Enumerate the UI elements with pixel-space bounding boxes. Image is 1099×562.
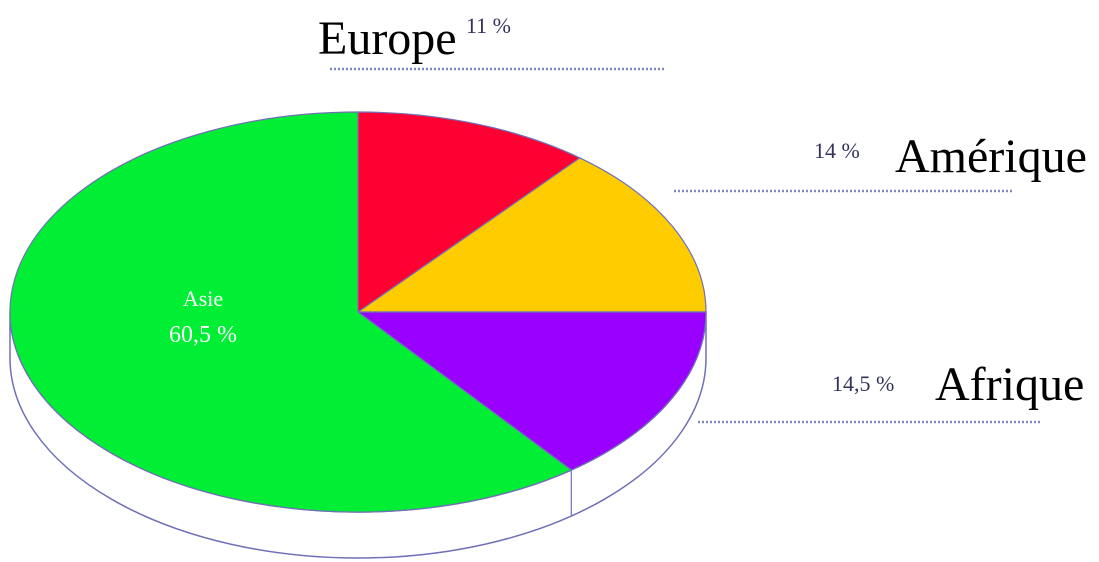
slice-label-amerique-name: Amérique: [895, 130, 1087, 183]
slice-label-asie-name: Asie: [183, 286, 223, 311]
pie-slices: [9, 111, 707, 513]
slice-label-europe-pct: 11 %: [466, 13, 511, 38]
pie-slice-europe: [357, 111, 582, 314]
pie-slice-amerique: [356, 157, 707, 313]
slice-label-amerique-pct: 14 %: [814, 138, 860, 163]
slice-label-europe-name: Europe: [318, 12, 457, 65]
pie-slice-asie: [9, 111, 573, 513]
pie-slice-afrique: [356, 311, 707, 471]
slice-label-asie-pct: 60,5 %: [169, 322, 237, 348]
slice-label-afrique-pct: 14,5 %: [832, 371, 894, 396]
slice-label-afrique-name: Afrique: [935, 358, 1084, 411]
